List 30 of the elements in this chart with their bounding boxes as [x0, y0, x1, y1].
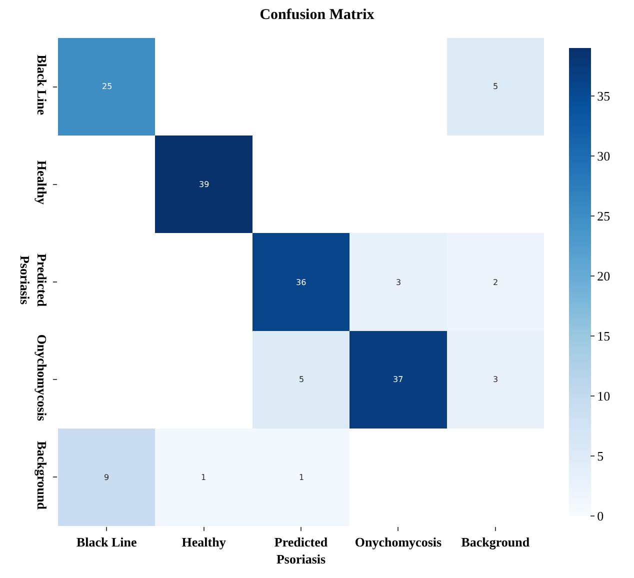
data-label: 25 [102, 82, 112, 91]
y-tick-label: Onychomycosis [34, 334, 50, 421]
data-label: 9 [104, 473, 110, 482]
y-tick-label: Black Line [34, 54, 50, 116]
x-tick-label: Healthy [182, 534, 226, 550]
chart-title: Confusion Matrix [260, 7, 375, 24]
color-bar-label: 15 [597, 328, 610, 344]
color-bar-label: 0 [597, 508, 604, 524]
data-label: 2 [493, 278, 498, 287]
color-bar-label: 5 [597, 448, 604, 464]
color-bar-label: 25 [597, 208, 610, 224]
x-tick-label: Onychomycosis [354, 534, 442, 550]
color-bar-label: 30 [597, 148, 610, 164]
data-label: 3 [396, 278, 402, 287]
x-tick-label: Black Line [76, 534, 137, 550]
data-label: 5 [493, 82, 498, 91]
data-label: 1 [299, 473, 304, 482]
color-bar-label: 35 [597, 88, 610, 104]
data-label: 37 [393, 375, 404, 384]
data-label: 1 [201, 473, 206, 482]
data-label: 39 [199, 180, 210, 189]
y-tick-label: Predicted Psoriasis [18, 253, 50, 308]
data-label: 36 [296, 278, 306, 287]
color-bar-label: 20 [597, 268, 610, 284]
x-tick-label: Predicted Psoriasis [274, 534, 328, 566]
y-tick-label: Healthy [34, 160, 50, 205]
data-label: 5 [299, 375, 304, 384]
color-bar-label: 10 [597, 388, 610, 404]
data-label: 3 [493, 375, 498, 384]
x-tick-label: Background [461, 534, 530, 550]
